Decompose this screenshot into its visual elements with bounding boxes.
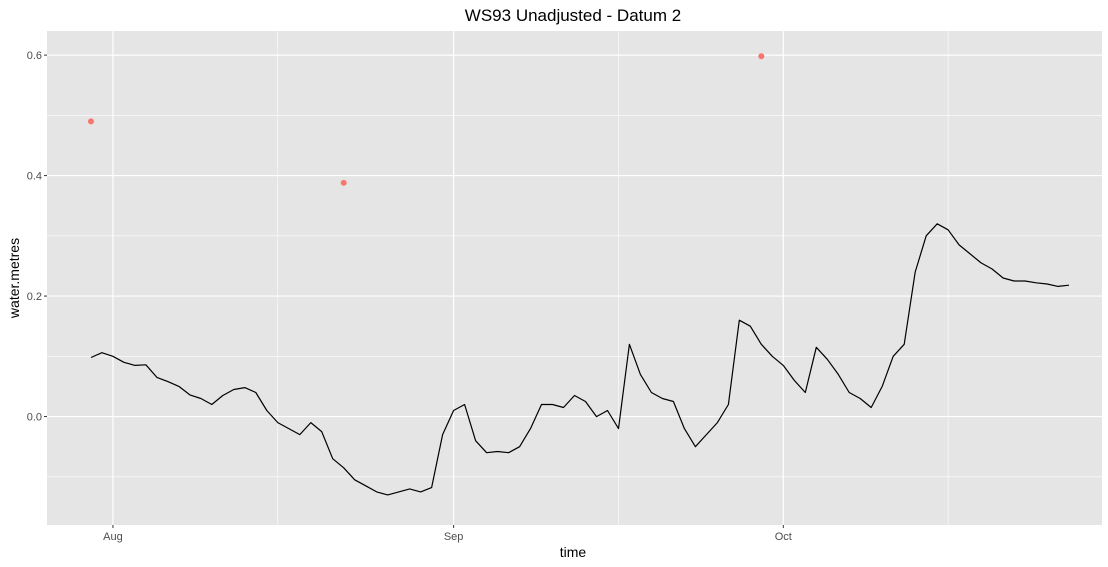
y-tick-label: 0.0 — [27, 412, 42, 424]
x-tick-label: Sep — [444, 531, 464, 543]
manual-measurement-point — [87, 118, 94, 125]
y-tick-label: 0.2 — [27, 291, 42, 303]
water-level-line — [90, 223, 1070, 496]
plot-panel — [47, 31, 1102, 525]
major-gridlines — [47, 31, 1102, 525]
chart-title: WS93 Unadjusted - Datum 2 — [465, 6, 681, 25]
y-axis: 0.0 0.2 0.4 0.6 — [27, 50, 47, 424]
x-axis: Aug Sep Oct — [103, 525, 792, 543]
x-tick-label: Aug — [103, 531, 123, 543]
manual-measurement-point — [340, 179, 347, 186]
minor-gridlines — [47, 31, 1102, 525]
series-layer — [87, 53, 1070, 496]
y-tick-label: 0.6 — [27, 50, 42, 62]
x-axis-title: time — [560, 544, 587, 560]
manual-measurement-point — [758, 53, 765, 60]
y-tick-label: 0.4 — [27, 171, 42, 183]
x-tick-label: Oct — [775, 531, 792, 543]
y-axis-title: water.metres — [6, 238, 22, 319]
